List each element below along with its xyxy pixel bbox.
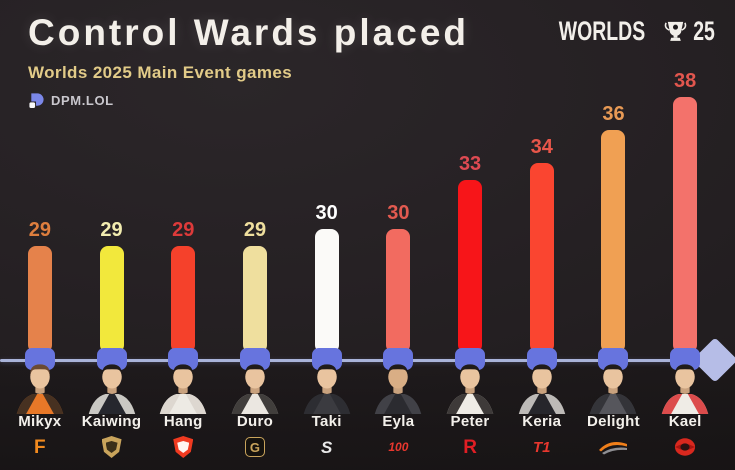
player-name: Kaiwing	[81, 413, 142, 430]
dpm-lol-brand: DPM.LOL	[28, 92, 719, 109]
player-avatar	[587, 362, 639, 414]
player-name: Mikyx	[18, 413, 62, 430]
bar-base-connector	[239, 348, 270, 370]
bar-value-label: 30	[315, 202, 338, 225]
player-name: Kael	[668, 413, 702, 430]
baseline-axis	[0, 359, 706, 362]
bar	[99, 245, 124, 353]
chart-columns: 29 Mikyx F 29 Kaiwing 29 Hang 29 Duro G …	[4, 0, 721, 470]
bar-value-label: 36	[602, 103, 625, 126]
player-name: Duro	[236, 413, 274, 430]
bar-value-label: 29	[28, 218, 51, 241]
bar	[27, 245, 52, 353]
player-name: Eyla	[382, 413, 415, 430]
bar-base-connector	[455, 348, 486, 370]
player-avatar	[444, 362, 496, 414]
bar-base-connector	[670, 348, 701, 370]
player-avatar	[229, 362, 281, 414]
player-column: 30 Taki S	[291, 0, 363, 470]
player-name: Hang	[163, 413, 203, 430]
dpm-lol-brand-label: DPM.LOL	[51, 93, 114, 108]
player-column: 29 Mikyx F	[4, 0, 76, 470]
summoners-cup-trophy-icon	[663, 19, 688, 44]
worlds-logo-text-right: 25	[693, 16, 715, 46]
cfo-logo	[101, 434, 122, 460]
player-name: Peter	[450, 413, 490, 430]
bar-value-label: 34	[530, 136, 553, 159]
t1-logo: T1	[533, 438, 551, 456]
player-avatar	[372, 362, 424, 414]
player-column: 29 Duro G	[219, 0, 291, 470]
header: Control Wards placed Worlds 2025 Main Ev…	[28, 12, 719, 109]
bar	[601, 130, 626, 353]
bar	[242, 245, 267, 353]
player-name: Delight	[587, 413, 640, 430]
player-avatar	[157, 362, 209, 414]
bar-base-connector	[383, 348, 414, 370]
player-avatar	[659, 362, 711, 414]
bar-value-label: 33	[458, 152, 482, 175]
bar-base-connector	[96, 348, 127, 370]
team-secret-logo: S	[320, 437, 333, 457]
kt-rolster-logo: R	[463, 436, 477, 458]
player-column: 36 Delight	[578, 0, 650, 470]
bar	[171, 245, 196, 353]
player-name: Keria	[522, 413, 562, 430]
player-avatar	[516, 362, 568, 414]
bar	[673, 97, 698, 353]
player-name: Taki	[311, 413, 342, 430]
bar-base-connector	[168, 348, 199, 370]
dpm-lol-logo-icon	[28, 92, 45, 109]
geng-logo: G	[244, 434, 265, 460]
player-column: 29 Hang	[147, 0, 219, 470]
bar-value-label: 29	[172, 218, 195, 241]
page-title: Control Wards placed	[28, 12, 470, 53]
bar	[314, 229, 339, 353]
player-avatar	[14, 362, 66, 414]
subtitle: Worlds 2025 Main Event games	[28, 63, 293, 82]
hle-logo	[598, 434, 628, 460]
player-column: 38 Kael	[649, 0, 721, 470]
bar-value-label: 29	[100, 218, 123, 241]
player-avatar	[86, 362, 138, 414]
bar	[529, 163, 554, 353]
fnatic-logo: F	[34, 436, 46, 458]
al-logo	[673, 434, 697, 460]
player-column: 30 Eyla 100	[363, 0, 435, 470]
player-avatar	[301, 362, 353, 414]
bar-value-label: 38	[674, 70, 697, 93]
player-column: 33 Peter R	[434, 0, 506, 470]
bar-base-connector	[598, 348, 629, 370]
bar-value-label: 30	[387, 202, 410, 225]
bar-base-connector	[24, 348, 55, 370]
bar-base-connector	[526, 348, 557, 370]
bar	[386, 229, 411, 353]
tes-logo	[173, 434, 194, 460]
bar	[458, 179, 483, 353]
player-column: 34 Keria T1	[506, 0, 578, 470]
player-column: 29 Kaiwing	[76, 0, 148, 470]
bar-value-label: 29	[243, 218, 267, 241]
100-thieves-logo: 100	[388, 440, 409, 454]
worlds-logo-text-left: WORLDS	[558, 16, 646, 46]
worlds-25-logo: WORLDS 25	[542, 16, 719, 47]
bar-base-connector	[311, 348, 342, 370]
